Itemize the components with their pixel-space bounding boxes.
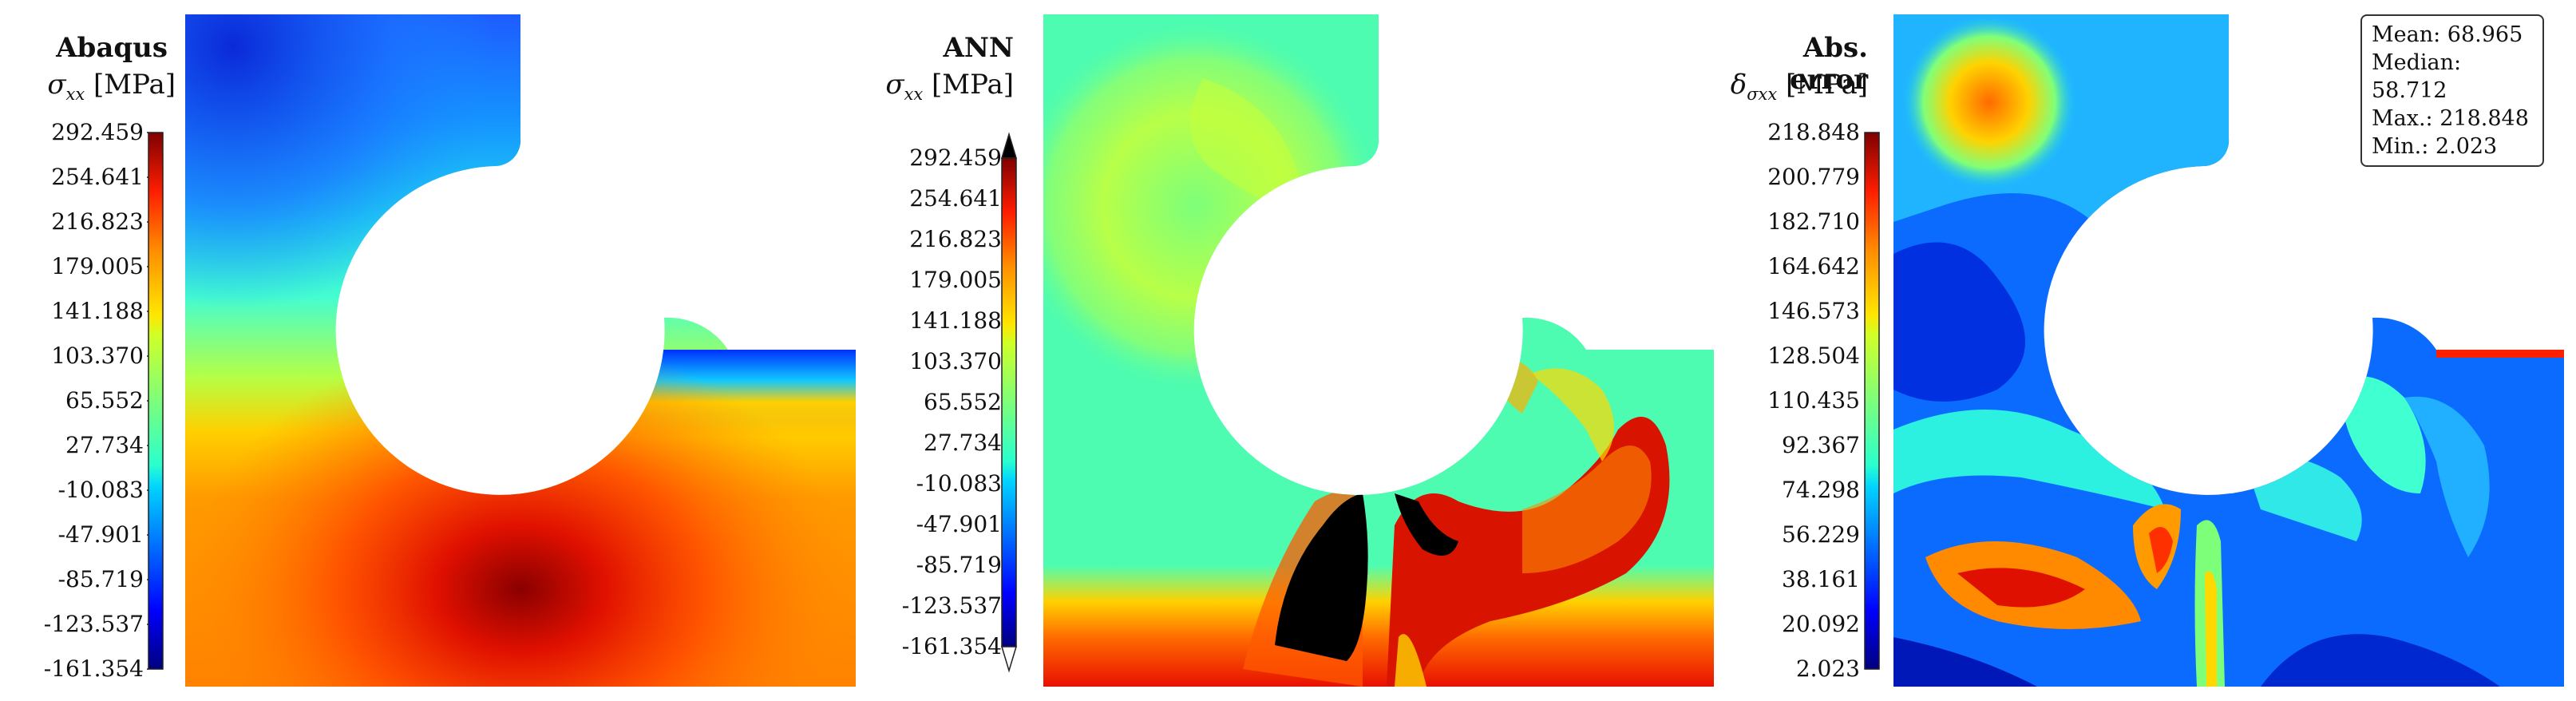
colorbar-tick: -85.719 [916, 552, 1002, 578]
colorbar-tick: 27.734 [924, 430, 1002, 456]
colorbar-tick: -10.083 [57, 477, 144, 503]
colorbar-tick: 254.641 [909, 185, 1002, 212]
stat-median: Median: 58.712 [2372, 50, 2462, 103]
colorbar-tick: 292.459 [51, 119, 144, 145]
colorbar-ticks: 292.459 254.641 216.823 179.005 141.188 … [0, 121, 144, 680]
colorbar-tick: -123.537 [901, 592, 1002, 619]
stress-field-ann [1043, 14, 1714, 687]
quantity-label: σxx [MPa] [0, 69, 176, 104]
quantity-label: σxx [MPa] [858, 69, 1014, 104]
colorbar-tick: -10.083 [916, 470, 1002, 497]
quantity-symbol: δ [1730, 69, 1747, 101]
colorbar-tick: 65.552 [65, 387, 144, 414]
quantity-label: δσxx [MPa] [1716, 69, 1868, 104]
colorbar-tick: 141.188 [909, 307, 1002, 334]
stat-mean: Mean: 68.965 [2372, 22, 2523, 47]
colorbar [147, 132, 164, 670]
colorbar-tick: 216.823 [909, 226, 1002, 252]
stat-max: Max.: 218.848 [2372, 106, 2529, 131]
colorbar-tick: -123.537 [43, 611, 144, 637]
panel-abaqus: Abaqus σxx [MPa] 292.459 254.641 216.823… [0, 0, 858, 701]
panel-title: Abs. error [1789, 32, 1868, 96]
colorbar-tick: 27.734 [65, 432, 144, 458]
unit-label: [MPa] [93, 69, 176, 101]
colorbar-tick: 128.504 [1767, 343, 1860, 369]
unit-label: [MPa] [932, 69, 1014, 101]
colorbar-tick: 218.848 [1767, 119, 1860, 145]
stress-field-abaqus [185, 14, 856, 687]
quantity-subscript: xx [65, 84, 85, 104]
colorbar-ticks: 292.459 254.641 216.823 179.005 141.188 … [858, 147, 1002, 658]
colorbar-tick: 164.642 [1767, 253, 1860, 279]
colorbar-tick: 103.370 [909, 348, 1002, 374]
colorbar-tick: 200.779 [1767, 164, 1860, 190]
colorbar-tick: 110.435 [1767, 387, 1860, 414]
colorbar-tick: 146.573 [1767, 298, 1860, 324]
colorbar-tick: 182.710 [1767, 208, 1860, 235]
colorbar-tick: 141.188 [51, 298, 144, 324]
colorbar-tick: -85.719 [57, 566, 144, 592]
stat-min: Min.: 2.023 [2372, 134, 2498, 159]
quantity-subscript: σxx [1747, 84, 1778, 104]
colorbar-tick: 20.092 [1782, 611, 1860, 637]
panel-title: ANN [943, 32, 1014, 64]
colorbar-tick: -161.354 [43, 655, 144, 682]
colorbar-tick: -47.901 [916, 511, 1002, 537]
colorbar-tick: 179.005 [51, 253, 144, 279]
colorbar-tick: 38.161 [1782, 566, 1860, 592]
colorbar-tick: 92.367 [1782, 432, 1860, 458]
colorbar-tick: 292.459 [909, 145, 1002, 171]
colorbar-tick: 74.298 [1782, 477, 1860, 503]
colorbar-tick: -161.354 [901, 633, 1002, 659]
quantity-symbol: σ [47, 69, 66, 101]
colorbar-tick: 56.229 [1782, 521, 1860, 548]
panel-ann: ANN σxx [MPa] 292.459 254.641 216.823 17… [858, 0, 1716, 701]
panel-title: Abaqus [56, 32, 168, 64]
colorbar-tick: 179.005 [909, 267, 1002, 293]
colorbar-tick: 103.370 [51, 343, 144, 369]
colorbar-ticks: 218.848 200.779 182.710 164.642 146.573 … [1716, 121, 1860, 680]
unit-label: [MPa] [1786, 69, 1868, 101]
colorbar [1864, 132, 1880, 670]
colorbar-tick: 2.023 [1795, 655, 1860, 682]
colorbar-tick: -47.901 [57, 521, 144, 548]
quantity-symbol: σ [885, 69, 904, 101]
quantity-subscript: xx [904, 84, 924, 104]
colorbar-tick: 254.641 [51, 164, 144, 190]
colorbar [1000, 132, 1018, 673]
colorbar-tick: 216.823 [51, 208, 144, 235]
stats-box: Mean: 68.965 Median: 58.712 Max.: 218.84… [2360, 14, 2544, 167]
colorbar-tick: 65.552 [924, 389, 1002, 415]
